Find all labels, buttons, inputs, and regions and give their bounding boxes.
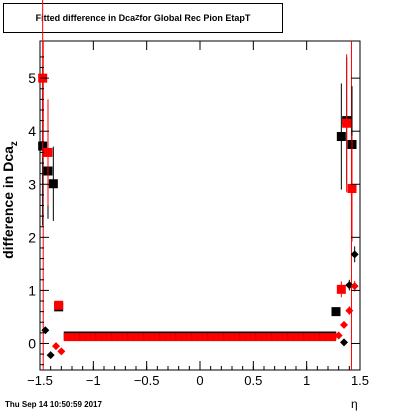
band-point-red-0 [63, 333, 70, 342]
band-point-red-29 [218, 333, 225, 342]
marker-square-1-1 [43, 147, 53, 157]
band-point-red-32 [234, 333, 241, 342]
band-point-red-12 [127, 333, 134, 342]
band-point-red-48 [319, 333, 326, 342]
marker-square-1-2 [54, 300, 64, 310]
y-tick-label-1: 1 [28, 282, 36, 298]
band-point-red-35 [250, 333, 257, 342]
band-point-red-20 [170, 333, 177, 342]
band-point-red-6 [95, 333, 102, 342]
band-point-red-17 [154, 333, 161, 342]
band-point-red-27 [207, 333, 214, 342]
band-layer [63, 331, 337, 342]
timestamp: Thu Sep 14 10:50:59 2017 [5, 400, 102, 409]
band-point-red-22 [181, 333, 187, 342]
marker-diamond-3-5 [350, 282, 359, 291]
y-axis-label: difference in Dcaz [0, 141, 20, 259]
marker-diamond-2-1 [46, 351, 55, 360]
marker-square-0-5 [336, 132, 346, 142]
marker-diamond-3-3 [340, 320, 348, 329]
band-point-red-47 [314, 333, 321, 342]
band-point-red-4 [85, 333, 91, 342]
marker-square-1-4 [342, 118, 352, 128]
band-point-red-45 [303, 333, 310, 342]
band-point-red-46 [309, 333, 315, 342]
marker-diamond-3-0 [52, 342, 60, 351]
chart-title-rest: for Global Rec Pion EtapT [139, 13, 251, 23]
band-point-red-9 [111, 333, 118, 342]
marker-square-1-5 [347, 184, 357, 194]
marker-square-0-4 [331, 307, 341, 317]
band-point-red-30 [223, 333, 230, 342]
band-point-red-39 [271, 333, 278, 342]
axis-layer: −1.5 −1 −0.5 0 0.5 1 1.5 0 1 2 3 4 5 [27, 41, 369, 388]
band-point-red-42 [287, 333, 294, 342]
marker-diamond-3-4 [345, 306, 354, 315]
y-tick-label-2: 2 [28, 229, 36, 245]
x-tick-label-3: 0 [196, 373, 203, 388]
x-tick-label-6: 1.5 [351, 373, 369, 388]
band-point-red-18 [159, 333, 166, 342]
chart-title: Fitted difference in Dca Z for Global Rec… [3, 3, 283, 33]
band-point-red-8 [106, 333, 113, 342]
band-point-red-3 [79, 333, 86, 342]
band-point-red-33 [239, 333, 246, 342]
chart-title-sub: Z [135, 14, 140, 22]
band-point-red-14 [138, 333, 145, 342]
band-point-red-2 [74, 333, 81, 342]
y-axis-label-sub: z [9, 141, 20, 147]
band-point-red-43 [293, 333, 299, 342]
band-point-red-49 [325, 333, 331, 342]
chart-title-main: Fitted difference in Dca [35, 13, 136, 23]
x-tick-label-4: 0.5 [244, 373, 262, 388]
marker-diamond-3-2 [334, 331, 343, 340]
band-point-red-38 [266, 333, 273, 342]
marker-square-1-3 [336, 284, 346, 294]
band-point-red-7 [101, 333, 107, 342]
band-point-red-19 [165, 333, 171, 342]
plot-frame [39, 40, 361, 371]
band-point-red-15 [143, 333, 150, 342]
band-point-red-13 [133, 333, 139, 342]
y-tick-label-4: 4 [28, 123, 36, 139]
band-point-red-1 [69, 333, 75, 342]
marker-diamond-2-2 [340, 338, 348, 347]
x-tick-label-1: −1 [86, 373, 101, 388]
band-point-red-40 [277, 333, 283, 342]
band-point-red-23 [186, 333, 193, 342]
x-tick-label-2: −0.5 [134, 373, 160, 388]
band-point-red-37 [261, 333, 267, 342]
band-point-red-31 [229, 333, 235, 342]
band-point-red-36 [255, 333, 262, 342]
band-point-red-34 [245, 333, 251, 342]
band-point-red-26 [202, 333, 209, 342]
marker-diamond-2-3 [345, 281, 354, 290]
y-tick-label-0: 0 [28, 335, 36, 351]
band-point-red-5 [90, 333, 97, 342]
x-axis-label: η [351, 397, 358, 411]
band-point-red-41 [282, 333, 289, 342]
vline-layer [42, 41, 352, 370]
y-axis-label-main: difference in Dca [0, 146, 17, 259]
band-point-red-24 [191, 333, 198, 342]
marker-diamond-2-4 [350, 250, 359, 259]
band-point-red-16 [149, 333, 155, 342]
band-point-red-11 [122, 333, 129, 342]
marker-diamond-3-1 [57, 347, 66, 356]
band-point-red-44 [298, 333, 305, 342]
y-tick-label-5: 5 [28, 70, 36, 86]
y-tick-label-3: 3 [28, 176, 36, 192]
marker-diamond-2-0 [41, 326, 50, 335]
x-tick-label-5: 1 [303, 373, 310, 388]
band-point-red-10 [117, 333, 123, 342]
band-point-red-28 [213, 333, 219, 342]
points-layer [38, 0, 359, 360]
x-tick-label-0: −1.5 [27, 373, 53, 388]
marker-square-0-2 [48, 179, 58, 189]
band-point-red-50 [330, 333, 337, 342]
band-point-red-21 [175, 333, 182, 342]
band-point-red-25 [197, 333, 203, 342]
